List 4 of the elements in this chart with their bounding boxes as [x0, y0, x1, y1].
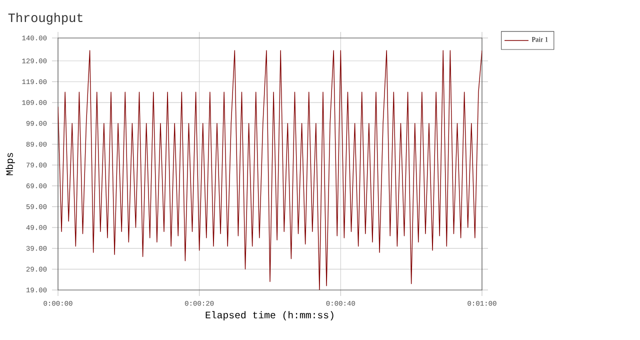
chart-title: Throughput — [8, 12, 82, 25]
line-series — [58, 50, 482, 290]
y-axis-title: Mbps — [6, 152, 15, 176]
x-axis-title: Elapsed time (h:mm:ss) — [206, 311, 334, 320]
